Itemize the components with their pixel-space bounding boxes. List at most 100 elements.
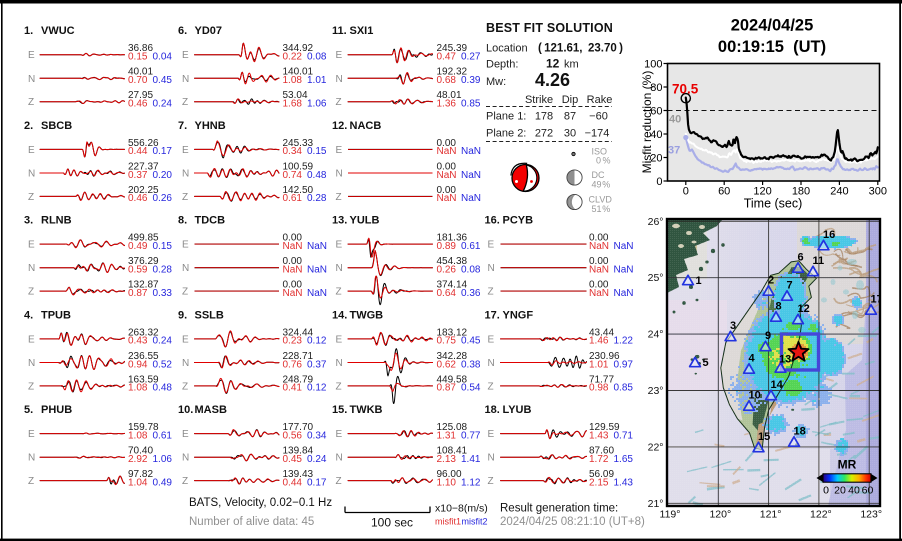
- svg-text:100 sec: 100 sec: [371, 516, 413, 530]
- svg-text:454.38: 454.38: [437, 256, 468, 267]
- svg-text:N: N: [336, 74, 343, 85]
- svg-text:180: 180: [792, 186, 810, 198]
- svg-text:60: 60: [650, 105, 662, 117]
- svg-text:12.: 12.: [332, 120, 347, 132]
- svg-text:129.59: 129.59: [589, 422, 620, 433]
- svg-text:0.12: 0.12: [307, 383, 327, 394]
- svg-text:0.54: 0.54: [461, 383, 481, 394]
- svg-text:40: 40: [650, 129, 662, 141]
- svg-text:RLNB: RLNB: [41, 215, 72, 227]
- svg-text:17: 17: [871, 294, 883, 306]
- svg-text:121°: 121°: [760, 509, 782, 521]
- svg-text:71.77: 71.77: [589, 374, 614, 385]
- svg-text:E: E: [182, 429, 189, 440]
- svg-text:N: N: [336, 263, 343, 274]
- svg-text:VWUC: VWUC: [41, 25, 75, 37]
- svg-text:248.79: 248.79: [283, 374, 314, 385]
- svg-text:1.31: 1.31: [437, 430, 457, 441]
- svg-text:0.28: 0.28: [153, 265, 173, 276]
- svg-text:140.01: 140.01: [283, 67, 314, 78]
- svg-text:Z: Z: [336, 287, 342, 298]
- svg-text:163.59: 163.59: [128, 374, 159, 385]
- svg-text:449.58: 449.58: [437, 374, 468, 385]
- svg-text:2024/04/25: 2024/04/25: [731, 17, 814, 35]
- svg-text:4.: 4.: [24, 309, 33, 321]
- svg-text:240: 240: [830, 186, 848, 198]
- svg-text:9.: 9.: [178, 309, 187, 321]
- svg-text:0.89: 0.89: [437, 241, 457, 252]
- svg-text:1.10: 1.10: [437, 477, 457, 488]
- svg-text:YNGF: YNGF: [503, 309, 534, 321]
- svg-text:Rake: Rake: [587, 94, 613, 106]
- svg-text:E: E: [182, 145, 189, 156]
- svg-text:E: E: [336, 429, 343, 440]
- svg-text:0.76: 0.76: [283, 359, 303, 370]
- svg-text:−174: −174: [585, 128, 610, 140]
- svg-text:3: 3: [730, 320, 736, 332]
- svg-text:E: E: [28, 334, 35, 345]
- svg-text:N: N: [28, 358, 35, 369]
- svg-text:CLVD: CLVD: [589, 195, 613, 205]
- svg-text:0.00: 0.00: [283, 280, 303, 291]
- svg-text:228.71: 228.71: [283, 351, 314, 362]
- svg-text:202.25: 202.25: [128, 185, 159, 196]
- svg-text:NaN: NaN: [437, 193, 457, 204]
- svg-text:236.55: 236.55: [128, 351, 159, 362]
- svg-text:40: 40: [669, 114, 681, 126]
- svg-text:Plane 2:: Plane 2:: [486, 128, 526, 140]
- svg-text:5.: 5.: [24, 404, 33, 416]
- svg-text:0.22: 0.22: [283, 52, 303, 63]
- svg-text:0.27: 0.27: [461, 52, 481, 63]
- svg-text:0.34: 0.34: [307, 430, 327, 441]
- svg-text:0.08: 0.08: [461, 265, 481, 276]
- svg-text:NaN: NaN: [589, 288, 609, 299]
- svg-text:N: N: [182, 453, 189, 464]
- svg-text:1.65: 1.65: [614, 454, 634, 465]
- svg-text:0.94: 0.94: [128, 359, 148, 370]
- svg-text:15.: 15.: [332, 404, 347, 416]
- svg-text:0.87: 0.87: [128, 288, 148, 299]
- svg-text:100.59: 100.59: [283, 161, 314, 172]
- svg-text:0.39: 0.39: [461, 75, 481, 86]
- svg-text:YULB: YULB: [350, 215, 380, 227]
- svg-text:53.04: 53.04: [283, 90, 308, 101]
- svg-text:0.48: 0.48: [153, 383, 173, 394]
- svg-text:2.15: 2.15: [589, 477, 609, 488]
- svg-text:2.92: 2.92: [128, 454, 148, 465]
- svg-text:0.00: 0.00: [589, 233, 609, 244]
- svg-text:0.62: 0.62: [437, 359, 457, 370]
- svg-text:4.26: 4.26: [535, 70, 570, 90]
- svg-text:192.32: 192.32: [437, 67, 468, 78]
- svg-text:Z: Z: [182, 97, 188, 108]
- svg-text:6.: 6.: [178, 25, 187, 37]
- svg-text:0.23: 0.23: [283, 336, 303, 347]
- svg-text:15: 15: [758, 431, 770, 443]
- svg-text:0.33: 0.33: [153, 288, 173, 299]
- svg-text:11: 11: [813, 255, 825, 267]
- svg-text:E: E: [182, 240, 189, 251]
- svg-text:342.28: 342.28: [437, 351, 468, 362]
- svg-text:Z: Z: [28, 287, 34, 298]
- svg-text:Z: Z: [336, 97, 342, 108]
- svg-text:1.08: 1.08: [283, 75, 303, 86]
- svg-text:8.: 8.: [178, 215, 187, 227]
- svg-text:( 121.61, 23.70 ): ( 121.61, 23.70 ): [538, 43, 623, 55]
- svg-text:0.71: 0.71: [614, 430, 634, 441]
- svg-text:N: N: [336, 169, 343, 180]
- svg-text:ISO: ISO: [592, 147, 608, 157]
- svg-text:87.60: 87.60: [589, 446, 614, 457]
- svg-text:0.17: 0.17: [153, 146, 173, 157]
- svg-text:Depth:: Depth:: [486, 59, 518, 71]
- svg-text:178: 178: [535, 111, 553, 123]
- svg-text:27.95: 27.95: [128, 90, 153, 101]
- svg-text:Z: Z: [28, 476, 34, 487]
- svg-text:1.12: 1.12: [461, 477, 481, 488]
- svg-text:6: 6: [798, 252, 804, 264]
- svg-text:N: N: [182, 358, 189, 369]
- svg-text:0.38: 0.38: [461, 359, 481, 370]
- svg-text:E: E: [182, 50, 189, 61]
- svg-text:0.61: 0.61: [461, 241, 481, 252]
- svg-text:N: N: [336, 358, 343, 369]
- svg-text:N: N: [182, 169, 189, 180]
- svg-text:NaN: NaN: [307, 241, 327, 252]
